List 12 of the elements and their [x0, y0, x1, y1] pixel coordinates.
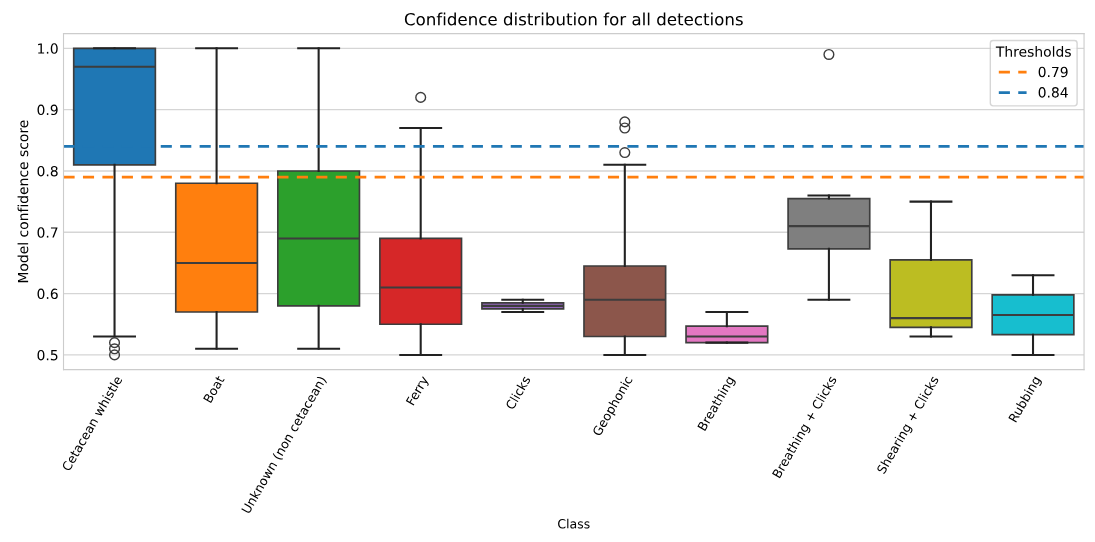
- y-tick-label: 0.6: [37, 288, 58, 300]
- y-tick-label: 0.5: [37, 349, 58, 361]
- y-tick-label: 0.8: [37, 165, 58, 177]
- y-tick-label: 0.7: [37, 227, 58, 238]
- chart-title: Confidence distribution for all detections: [404, 12, 743, 26]
- y-tick-label: 0.9: [37, 104, 58, 116]
- legend-label: 0.84: [1038, 87, 1068, 98]
- legend-title: Thresholds: [995, 46, 1071, 57]
- legend-label: 0.79: [1038, 66, 1068, 78]
- x-axis-title: Class: [558, 518, 590, 529]
- y-axis-title: Model confidence score: [17, 120, 29, 283]
- y-tick-label: 1.0: [38, 43, 58, 54]
